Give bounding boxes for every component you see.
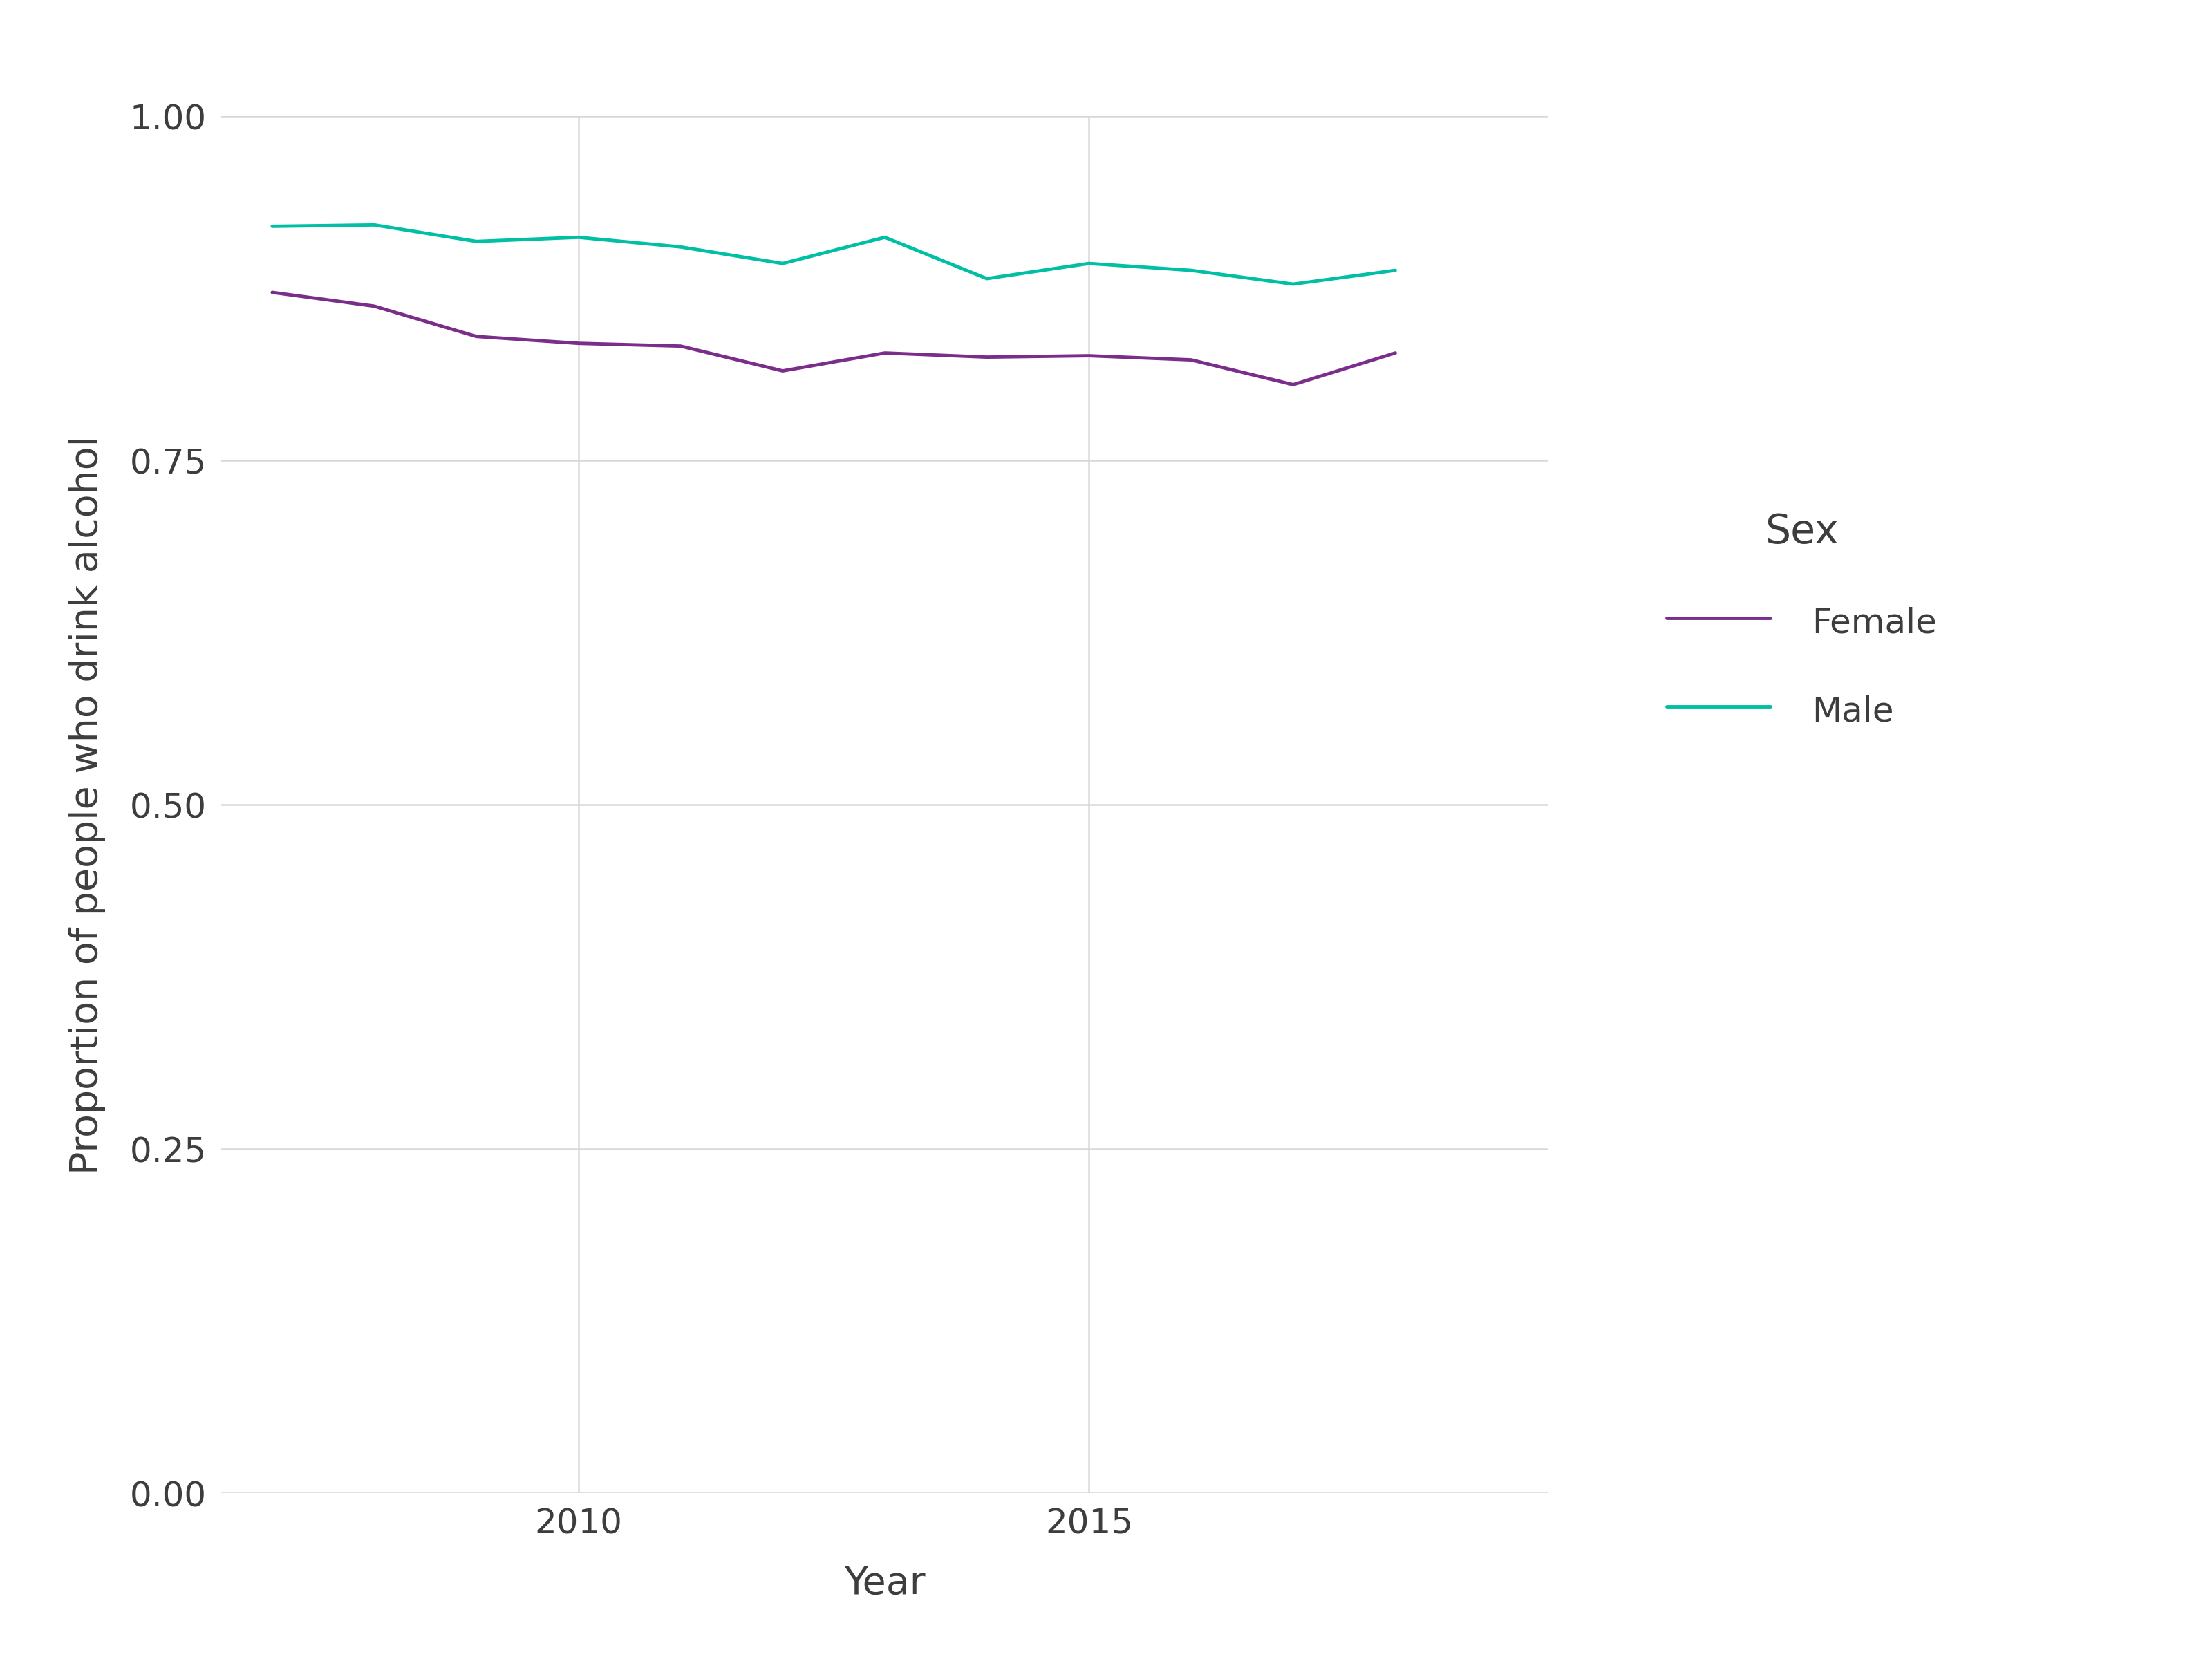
X-axis label: Year: Year xyxy=(845,1564,925,1603)
Male xyxy=(770,254,796,274)
Male xyxy=(259,216,285,236)
Female xyxy=(973,347,1000,367)
Male xyxy=(1281,274,1307,294)
Female xyxy=(872,343,898,363)
Female xyxy=(566,333,593,353)
Male xyxy=(462,232,489,252)
Male xyxy=(1075,254,1102,274)
Male xyxy=(361,216,387,236)
Female xyxy=(259,282,285,302)
Female xyxy=(1075,345,1102,365)
Male xyxy=(872,227,898,247)
Female xyxy=(1382,343,1409,363)
Female xyxy=(1177,350,1203,370)
Male xyxy=(566,227,593,247)
Female xyxy=(770,362,796,382)
Line: Female: Female xyxy=(272,292,1396,385)
Male xyxy=(1382,260,1409,280)
Y-axis label: Proportion of people who drink alcohol: Proportion of people who drink alcohol xyxy=(69,435,106,1175)
Female xyxy=(1281,375,1307,395)
Male xyxy=(1177,260,1203,280)
Legend: Female, Male: Female, Male xyxy=(1632,478,1971,763)
Female xyxy=(361,297,387,317)
Line: Male: Male xyxy=(272,226,1396,284)
Female xyxy=(462,327,489,347)
Male xyxy=(973,269,1000,289)
Female xyxy=(668,337,695,357)
Male xyxy=(668,237,695,257)
